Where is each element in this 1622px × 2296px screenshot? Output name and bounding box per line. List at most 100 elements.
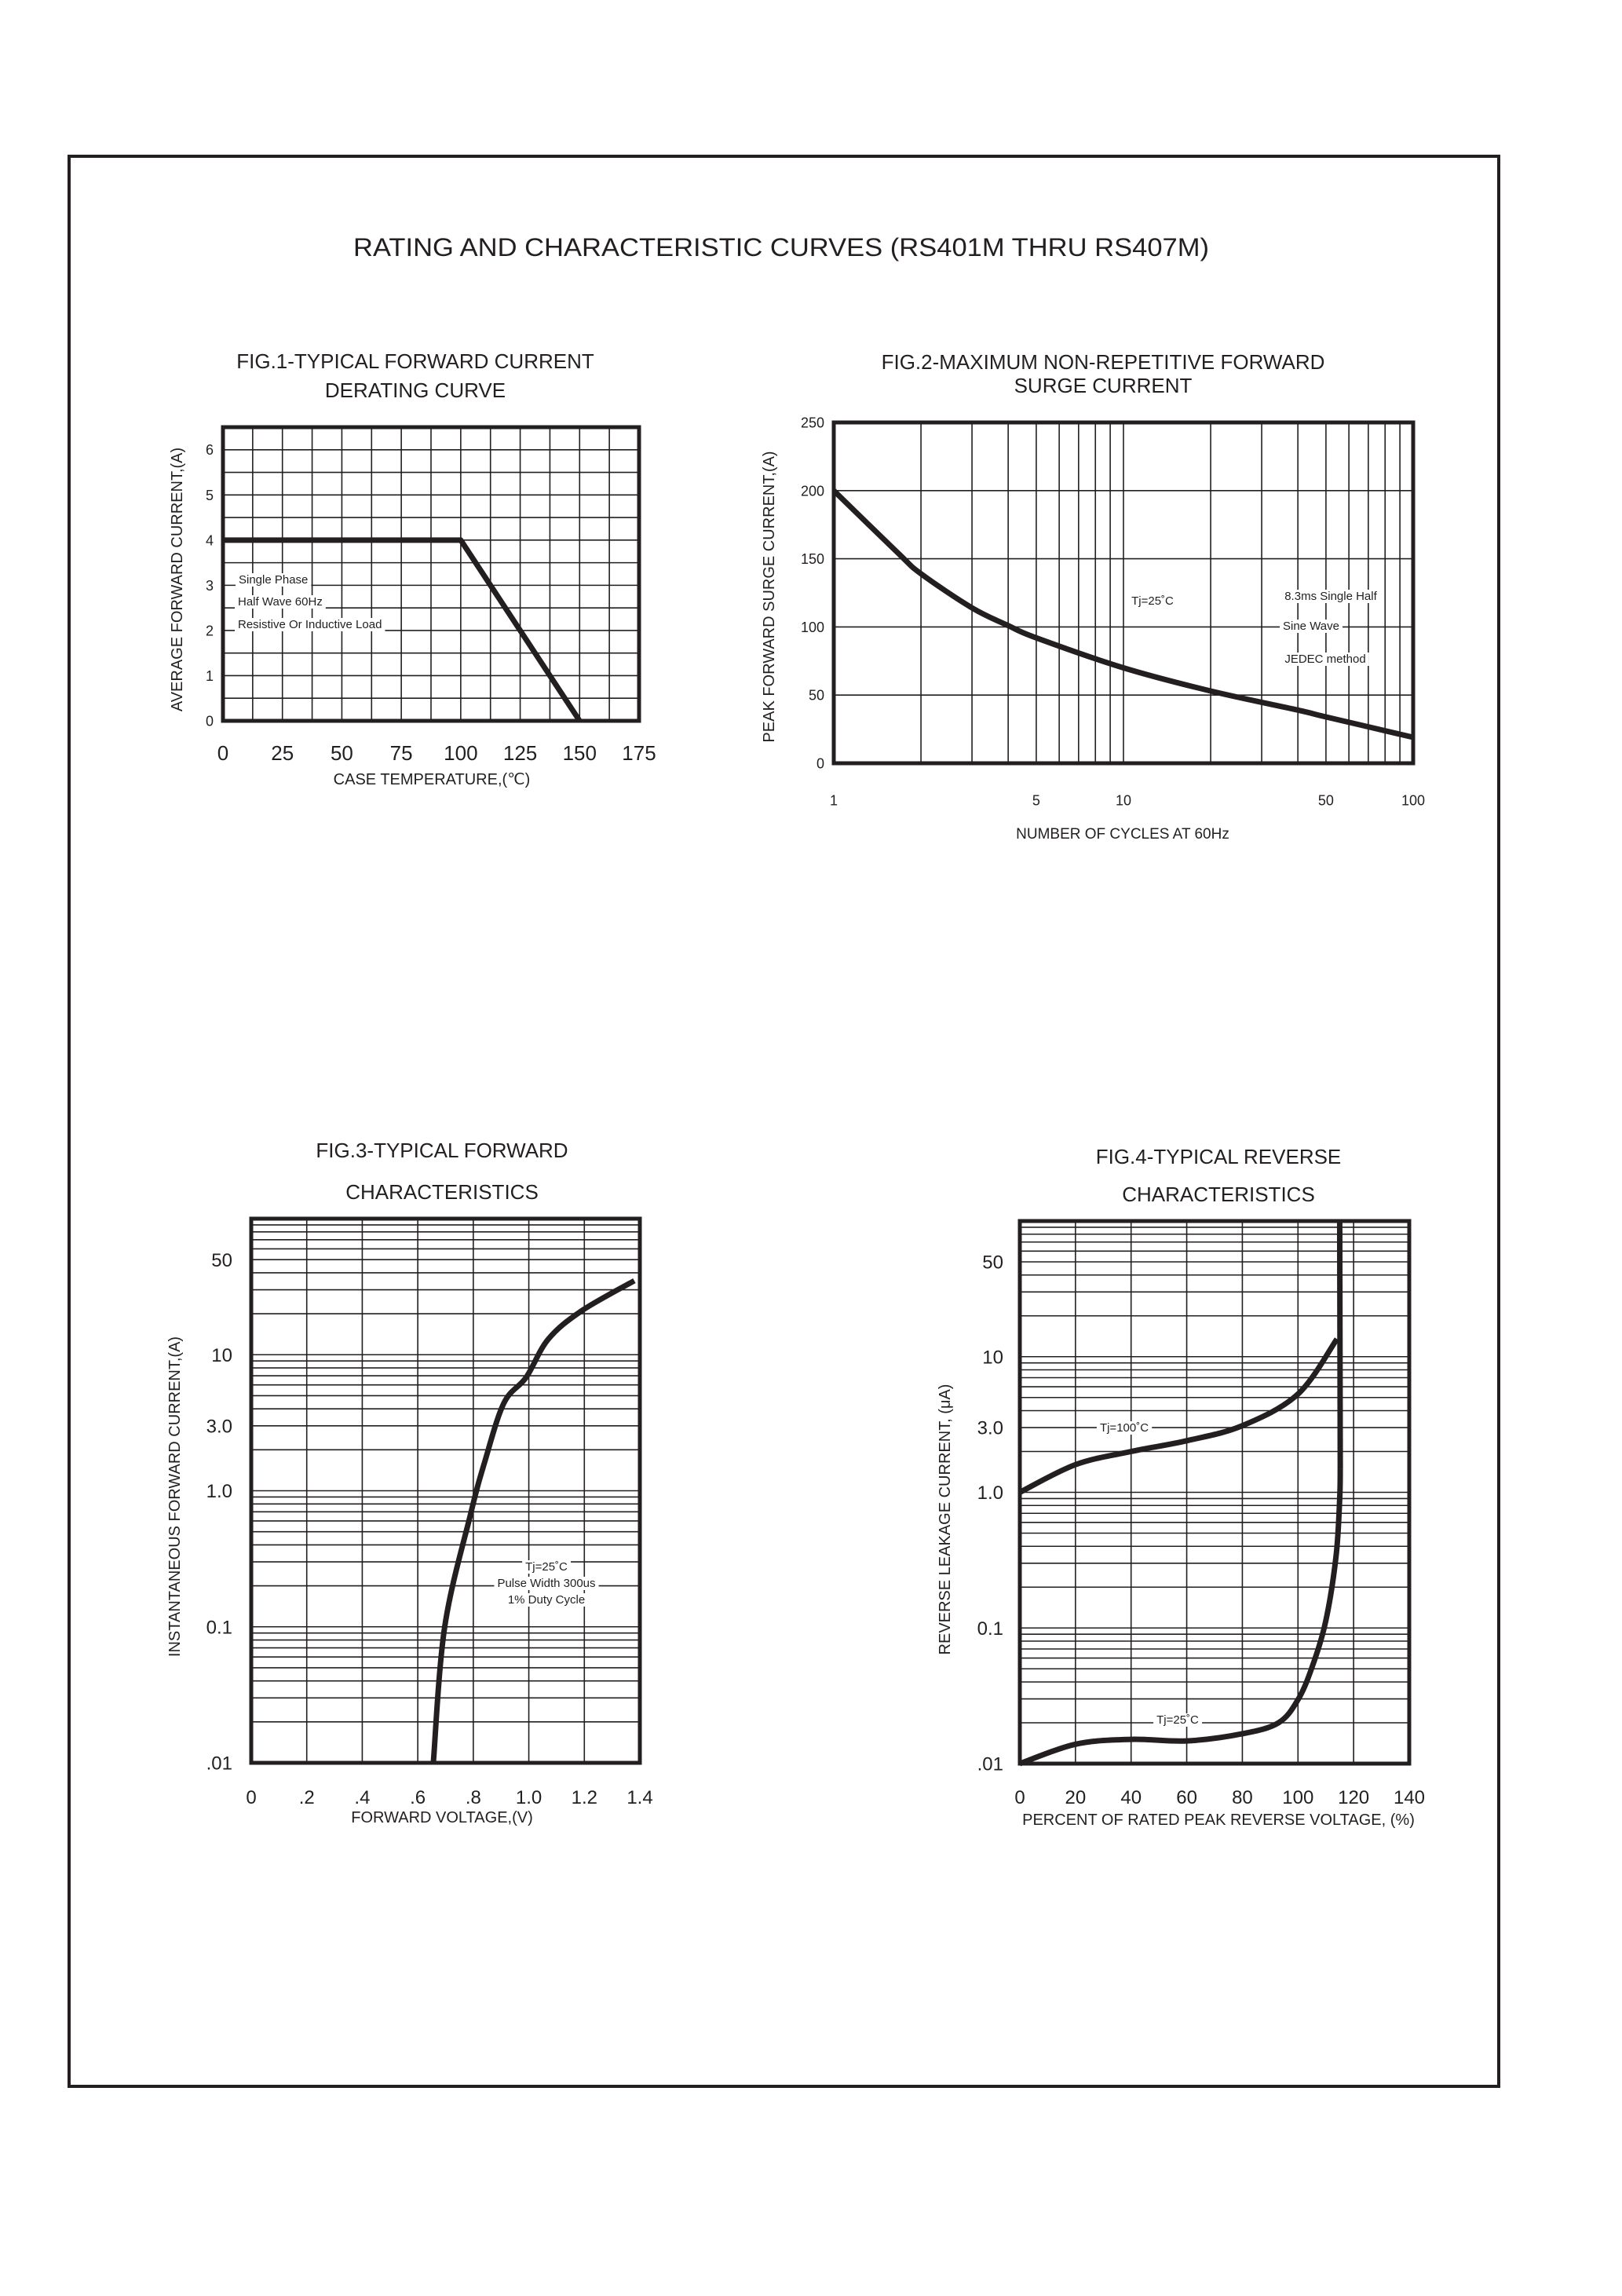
x-tick-label: 0 (246, 1787, 256, 1808)
x-tick-label: 1.4 (627, 1787, 652, 1808)
x-tick-label: 120 (1338, 1787, 1369, 1808)
x-tick-label: 10 (1116, 793, 1131, 809)
x-tick-label: 25 (271, 741, 294, 765)
annotation-background (1281, 590, 1381, 603)
series-line-tj-100-c (1018, 1337, 1339, 1495)
fig2-y-axis-label: PEAK FORWARD SURGE CURRENT,(A) (761, 451, 778, 742)
fig2-surge-current-chart: FIG.2-MAXIMUM NON-REPETITIVE FORWARD SUR… (761, 350, 1425, 843)
x-tick-label: 50 (331, 741, 353, 765)
y-tick-label: 10 (982, 1347, 1003, 1368)
x-tick-label: 1.2 (572, 1787, 597, 1808)
y-tick-label: .01 (977, 1754, 1003, 1775)
fig2-annotation: Tj=25˚C (1131, 594, 1174, 608)
y-tick-label: 0 (816, 755, 824, 771)
annotation-background (236, 573, 312, 587)
x-tick-label: .6 (410, 1787, 426, 1808)
fig1-title-line1: FIG.1-TYPICAL FORWARD CURRENT (236, 349, 594, 373)
x-tick-label: 60 (1176, 1787, 1197, 1808)
x-tick-label: 5 (1032, 793, 1040, 809)
y-tick-label: 1.0 (206, 1481, 232, 1502)
x-tick-label: .4 (354, 1787, 370, 1808)
annotation-background (504, 1593, 589, 1607)
y-tick-label: 1 (206, 668, 214, 684)
page-title: RATING AND CHARACTERISTIC CURVES (RS401M… (353, 233, 1209, 261)
series-line-0 (223, 537, 583, 722)
y-tick-label: 4 (206, 532, 214, 548)
fig3-annotation: Pulse Width 300us (497, 1577, 595, 1590)
fig3-forward-characteristics-chart: FIG.3-TYPICAL FORWARD CHARACTERISTICS 0.… (166, 1139, 653, 1826)
y-tick-label: 150 (801, 551, 824, 567)
x-tick-label: 175 (622, 741, 656, 765)
fig1-annotation: Single Phase (239, 573, 308, 587)
x-tick-label: 100 (1401, 793, 1425, 809)
y-tick-label: 2 (206, 623, 214, 638)
y-tick-label: 50 (982, 1252, 1003, 1274)
fig4-y-axis-label: REVERSE LEAKAGE CURRENT, (μA) (937, 1384, 954, 1655)
x-tick-label: 1 (830, 793, 838, 809)
fig1-annotation: Resistive Or Inductive Load (238, 618, 382, 631)
fig2-title-line1: FIG.2-MAXIMUM NON-REPETITIVE FORWARD (882, 350, 1325, 374)
x-tick-label: 75 (390, 741, 413, 765)
fig3-title-line1: FIG.3-TYPICAL FORWARD (316, 1139, 568, 1162)
y-tick-label: 3.0 (977, 1418, 1003, 1439)
y-tick-label: .01 (206, 1753, 232, 1775)
x-tick-label: .8 (466, 1787, 481, 1808)
x-tick-label: 100 (1282, 1787, 1313, 1808)
fig1-annotation: Half Wave 60Hz (238, 595, 323, 609)
annotation-background (494, 1577, 599, 1590)
y-tick-label: 0.1 (206, 1617, 232, 1638)
fig3-annotation: 1% Duty Cycle (508, 1593, 585, 1607)
y-tick-label: 50 (211, 1250, 232, 1271)
fig1-y-axis-label: AVERAGE FORWARD CURRENT,(A) (169, 448, 186, 711)
page-frame (68, 155, 1500, 2088)
annotation-background (235, 618, 385, 631)
fig1-derating-chart: FIG.1-TYPICAL FORWARD CURRENT DERATING C… (169, 349, 656, 788)
annotation-background (1280, 620, 1343, 633)
y-tick-label: 100 (801, 620, 824, 635)
annotation-background (1096, 1421, 1153, 1435)
fig4-series-label-25c: Tj=25˚C (1156, 1713, 1199, 1727)
x-tick-label: .2 (299, 1787, 315, 1808)
fig4-title-line1: FIG.4-TYPICAL REVERSE (1096, 1145, 1342, 1168)
fig2-annotation: 8.3ms Single Half (1284, 590, 1377, 603)
x-tick-label: 40 (1120, 1787, 1142, 1808)
annotation-background (235, 595, 326, 609)
plot-frame (221, 425, 641, 723)
x-tick-label: 80 (1232, 1787, 1253, 1808)
plot-frame (1017, 1219, 1412, 1766)
series-line-0 (831, 488, 1414, 740)
series-line-2 (1336, 1220, 1343, 1469)
y-tick-label: 3 (206, 578, 214, 594)
y-tick-label: 200 (801, 483, 824, 499)
fig2-annotation: Sine Wave (1283, 620, 1339, 633)
annotation-background (1128, 594, 1178, 608)
fig4-series-label-100c: Tj=100˚C (1100, 1421, 1149, 1435)
y-tick-label: 10 (211, 1345, 232, 1366)
x-tick-label: 0 (1014, 1787, 1025, 1808)
annotation-background (522, 1560, 572, 1574)
fig3-annotation: Tj=25˚C (525, 1560, 568, 1574)
fig2-x-axis-label: NUMBER OF CYCLES AT 60Hz (1016, 826, 1229, 843)
fig4-title-line2: CHARACTERISTICS (1122, 1183, 1315, 1206)
annotation-background (1281, 653, 1369, 666)
y-tick-label: 0 (206, 713, 214, 729)
series-line-0 (430, 1278, 636, 1764)
x-tick-label: 1.0 (516, 1787, 542, 1808)
plot-frame (249, 1216, 642, 1765)
y-tick-label: 0.1 (977, 1618, 1003, 1640)
x-tick-label: 0 (217, 741, 228, 765)
y-tick-label: 6 (206, 442, 214, 458)
plot-frame (831, 420, 1416, 766)
series-line-tj-25-c (1018, 1468, 1343, 1767)
y-tick-label: 1.0 (977, 1483, 1003, 1504)
x-tick-label: 50 (1318, 793, 1334, 809)
fig4-x-axis-label: PERCENT OF RATED PEAK REVERSE VOLTAGE, (… (1022, 1812, 1415, 1829)
y-tick-label: 3.0 (206, 1416, 232, 1437)
fig3-title-line2: CHARACTERISTICS (345, 1180, 539, 1204)
fig1-x-axis-label: CASE TEMPERATURE,(℃) (334, 771, 531, 788)
fig1-title-line2: DERATING CURVE (325, 378, 506, 402)
fig3-x-axis-label: FORWARD VOLTAGE,(V) (351, 1809, 533, 1826)
x-tick-label: 100 (444, 741, 477, 765)
fig4-reverse-characteristics-chart: FIG.4-TYPICAL REVERSE CHARACTERISTICS 0 2… (937, 1145, 1425, 1829)
